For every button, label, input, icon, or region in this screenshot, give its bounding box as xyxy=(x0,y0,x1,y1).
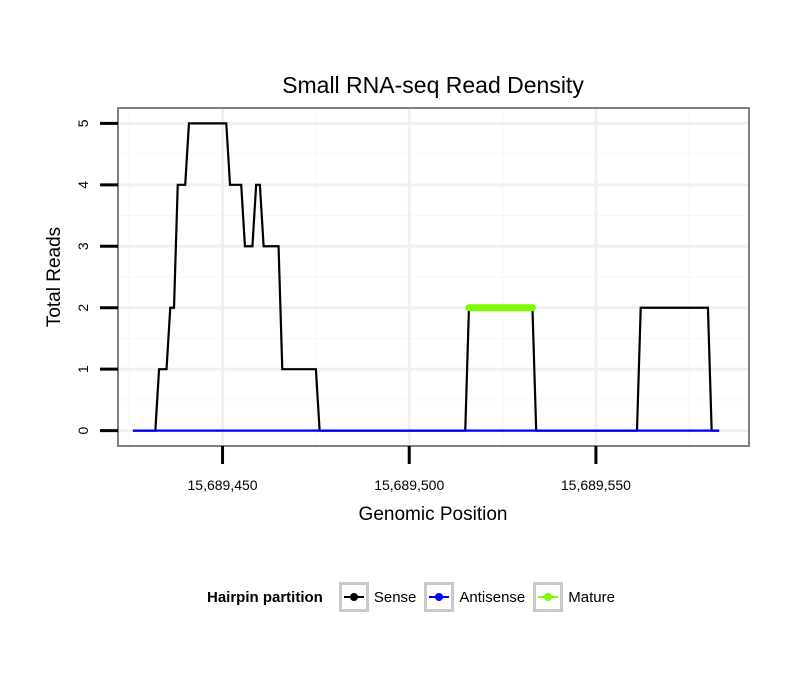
x-tick-label: 15,689,550 xyxy=(561,477,631,493)
legend-label-mature: Mature xyxy=(568,588,615,606)
legend-label-sense: Sense xyxy=(373,588,417,606)
axes: 15,689,450 15,689,500 15,689,550 0 1 2 3 4 5 xyxy=(75,119,631,493)
legend-label-antisense: Antisense xyxy=(459,588,526,606)
x-tick-label: 15,689,450 xyxy=(188,477,258,493)
legend-key-sense xyxy=(338,582,369,612)
x-tick-label: 15,689,500 xyxy=(374,477,444,493)
legend: Hairpin partition Sense Antisense Mature xyxy=(207,580,623,614)
x-axis-label: Genomic Position xyxy=(359,504,508,525)
y-tick-label: 2 xyxy=(75,304,91,312)
legend-item-antisense: Antisense xyxy=(424,582,527,612)
legend-item-sense: Sense xyxy=(338,582,419,612)
y-axis-label: Total Reads xyxy=(44,227,65,327)
y-tick-label: 3 xyxy=(75,242,91,250)
legend-item-mature: Mature xyxy=(533,582,617,612)
chart-title: Small RNA-seq Read Density xyxy=(282,72,584,98)
y-tick-label: 4 xyxy=(75,181,91,189)
series-layer xyxy=(132,122,720,432)
legend-key-mature xyxy=(533,582,564,612)
y-tick-label: 5 xyxy=(75,119,91,127)
legend-title: Hairpin partition xyxy=(207,588,323,606)
y-tick-label: 0 xyxy=(75,427,91,435)
y-tick-label: 1 xyxy=(75,365,91,373)
legend-key-antisense xyxy=(424,582,455,612)
plot-panel-border xyxy=(117,107,750,447)
